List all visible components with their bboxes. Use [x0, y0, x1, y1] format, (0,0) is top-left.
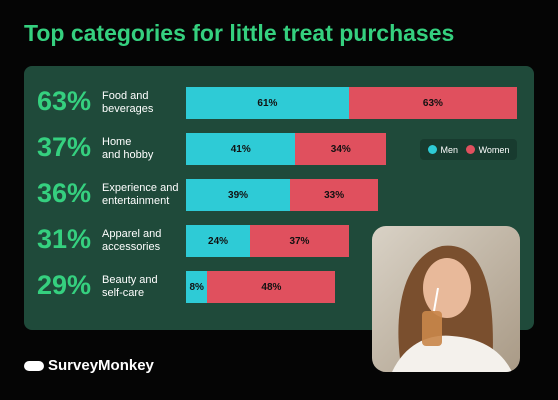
bar-segment: 39% — [186, 179, 291, 211]
chart-title: Top categories for little treat purchase… — [24, 20, 455, 46]
value-label: 61% — [257, 97, 278, 109]
legend-swatch — [427, 144, 437, 154]
category-label: Beauty and self-care — [102, 274, 158, 299]
total-label: 63% — [37, 86, 92, 116]
bar-segment: 33% — [290, 179, 379, 211]
value-label: 34% — [330, 143, 351, 155]
legend-item: Women — [465, 144, 510, 155]
value-label: 41% — [230, 143, 251, 155]
total-label: 29% — [37, 270, 92, 300]
bar-segment: 34% — [295, 133, 387, 165]
category-label: Home and hobby — [102, 136, 154, 161]
value-label: 63% — [422, 97, 443, 109]
value-label: 48% — [261, 281, 282, 293]
value-label: 33% — [324, 189, 345, 201]
bar-segment: 48% — [207, 271, 336, 303]
brand: SurveyMonkey — [48, 357, 154, 374]
bar-segment: 8% — [186, 271, 208, 303]
total-label: 36% — [37, 178, 92, 208]
legend-swatch — [465, 144, 475, 154]
legend: Men Women — [420, 139, 517, 160]
legend-item: Men — [427, 144, 459, 155]
value-label: 37% — [289, 235, 310, 247]
category-label: Experience and entertainment — [102, 182, 179, 207]
total-label: 31% — [37, 224, 92, 254]
legend-label: Women — [478, 144, 510, 155]
legend-label: Men — [440, 144, 459, 155]
bar-segment: 24% — [186, 225, 251, 257]
value-label: 8% — [189, 281, 204, 293]
category-label: Apparel and accessories — [102, 228, 162, 253]
bar-segment: 41% — [186, 133, 296, 165]
value-label: 24% — [208, 235, 229, 247]
category-label: Food and beverages — [102, 90, 154, 115]
value-label: 39% — [228, 189, 249, 201]
brand-logo — [24, 361, 44, 371]
total-label: 37% — [37, 132, 92, 162]
bar-segment: 61% — [186, 87, 349, 119]
bar-segment: 63% — [348, 87, 517, 119]
photo — [372, 226, 520, 372]
bar-segment: 37% — [250, 225, 349, 257]
